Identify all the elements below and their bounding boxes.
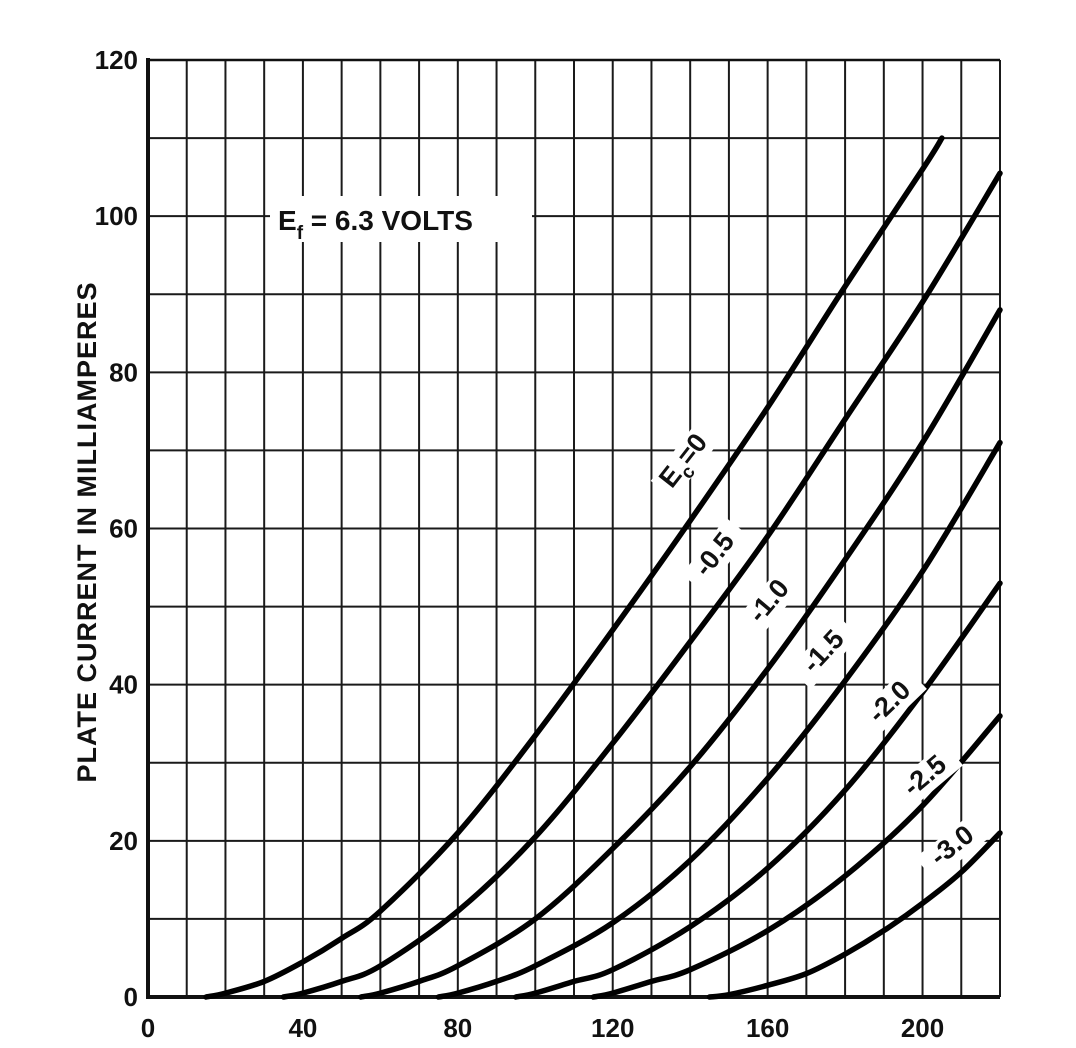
y-tick-label: 0 — [124, 982, 138, 1012]
filament-voltage-annotation: Ef = 6.3 VOLTS — [270, 196, 532, 244]
series-line — [203, 135, 945, 1000]
y-tick-label: 20 — [109, 826, 138, 856]
series-label-background — [788, 615, 861, 690]
y-tick-label: 40 — [109, 670, 138, 700]
x-tick-label: 40 — [288, 1013, 317, 1043]
x-tick-label: 80 — [443, 1013, 472, 1043]
annotation-text: Ef = 6.3 VOLTS — [278, 205, 473, 244]
y-tick-label: 100 — [95, 201, 138, 231]
series-label-background — [888, 742, 964, 812]
series-line — [435, 439, 1003, 1000]
series-label-group: -3.0 — [915, 812, 991, 881]
y-tick-label: 60 — [109, 514, 138, 544]
y-tick-label: 120 — [95, 45, 138, 75]
annotation-background — [270, 196, 532, 242]
series-line — [513, 580, 1003, 1000]
x-tick-label: 0 — [141, 1013, 155, 1043]
series-label-background — [650, 424, 719, 500]
series-label-group: -1.0 — [735, 564, 805, 640]
series-label-background — [681, 517, 750, 593]
x-tick-label: 200 — [901, 1013, 944, 1043]
series-line — [590, 713, 1003, 1000]
series-label-background — [915, 812, 991, 881]
x-tick-label: 160 — [746, 1013, 789, 1043]
curves — [203, 135, 1003, 1000]
series-label-background — [854, 667, 927, 739]
x-tick-label: 120 — [591, 1013, 634, 1043]
annotation-sub: f — [297, 223, 304, 244]
annotation-rest: = 6.3 VOLTS — [303, 205, 473, 236]
y-axis-title: PLATE CURRENT IN MILLIAMPERES — [72, 282, 102, 783]
y-tick-label: 80 — [109, 357, 138, 387]
annotation-main: E — [278, 205, 297, 236]
series-line — [706, 830, 1003, 1000]
series-label-background — [735, 564, 805, 640]
series-line — [358, 307, 1003, 1000]
series-line — [280, 170, 1003, 1000]
